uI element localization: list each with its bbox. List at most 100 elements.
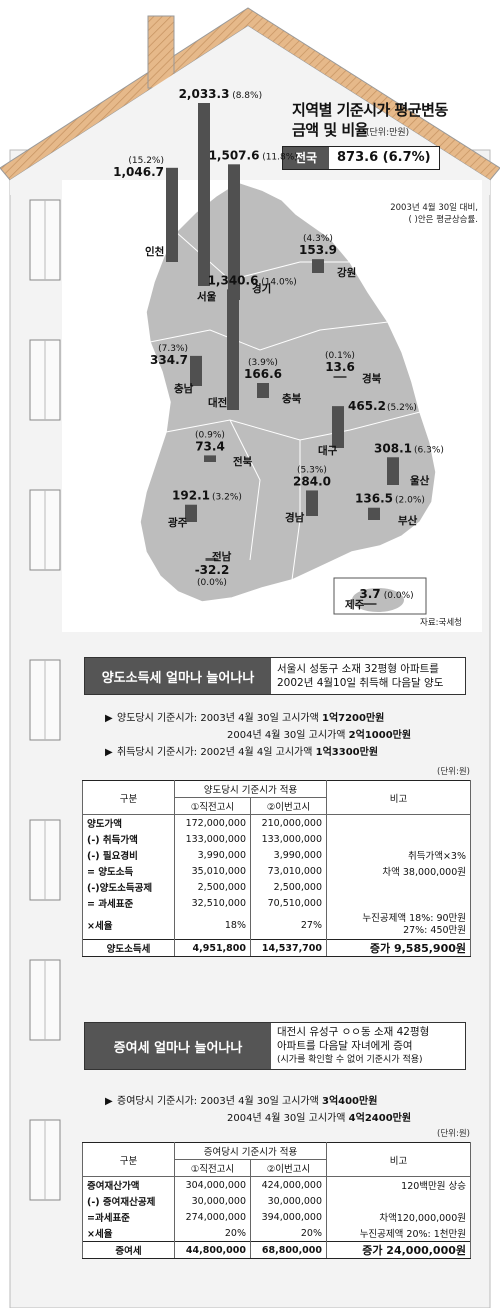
gift-info-amount: 3억400만원 (321, 1096, 378, 1107)
cgt-info-text: 2004년 4월 30일 고시가액 (227, 730, 349, 741)
value-label-gyeonggi: 1,507.6 (209, 148, 260, 162)
cgt-info-text: 2002년 4월 4일 고시가액 (200, 747, 316, 758)
value-new: 3,990,000 (249, 847, 328, 863)
value-label-gyeongbuk: 13.6 (325, 360, 355, 374)
region-name-jeonnam: 전남 (212, 550, 232, 563)
bullet-icon: ▶ (105, 713, 113, 724)
cgt-unit: (단위:원) (437, 767, 470, 777)
value-label-ulsan: 308.1 (374, 441, 412, 455)
value-new: 27% (249, 911, 328, 940)
pct-label-daegu: (5.2%) (387, 403, 417, 413)
value-label-chungnam: 334.7 (150, 353, 188, 367)
row-label: =과세표준 (82, 1209, 175, 1225)
value-new: 2,500,000 (249, 879, 328, 895)
chart-note: 2003년 4월 30일 대비, ( )안은 평균상승률. (390, 203, 478, 225)
table-row: ×세율 18% 27% 누진공제액 18%: 90만원 27%: 450만원 (82, 911, 472, 940)
row-label: = 양도소득 (82, 863, 175, 879)
value-prev: 30,000,000 (174, 1193, 251, 1209)
row-note: 누진공제액 18%: 90만원 27%: 450만원 (326, 911, 472, 940)
row-label: ×세율 (82, 1225, 175, 1242)
cgt-info-text: 2003년 4월 30일 고시가액 (200, 713, 322, 724)
gift-header: 증여세 얼마나 늘어나나 대전시 유성구 ㅇㅇ동 소재 42평형 아파트를 다음달… (84, 1022, 466, 1070)
region-name-daejeon: 대전 (208, 396, 227, 409)
cgt-info-label: 취득당시 기준시가: (117, 747, 201, 758)
table-row: 증여재산가액 304,000,000 424,000,000 120백만원 상승 (82, 1176, 472, 1193)
cgt-info-amount: 1억3300만원 (315, 747, 379, 758)
table-row: (-)양도소득공제 2,500,000 2,500,000 (82, 879, 472, 895)
gift-title: 증여세 얼마나 늘어나나 (85, 1023, 271, 1069)
gift-info-label: 증여당시 기준시가: (117, 1096, 201, 1107)
table-row: = 양도소득 35,010,000 73,010,000 차액 38,000,000원 (82, 863, 472, 879)
bar-chungnam (190, 355, 202, 386)
region-name-seoul: 서울 (197, 290, 217, 303)
pct-label-chungnam: (7.3%) (158, 344, 188, 354)
bar-seoul (198, 103, 210, 287)
region-name-daegu: 대구 (318, 444, 338, 457)
value-new: 424,000,000 (249, 1176, 328, 1193)
row-label: (-) 취득가액 (82, 831, 175, 847)
gift-info-text: 2004년 4월 30일 고시가액 (227, 1113, 349, 1124)
value-label-jeonbuk: 73.4 (195, 439, 225, 453)
row-label: 양도가액 (82, 814, 175, 831)
total-prev: 4,951,800 (174, 939, 251, 957)
col-header-prev: ①직전고시 (174, 797, 251, 815)
row-note (326, 879, 472, 895)
row-label: 증여재산가액 (82, 1176, 175, 1193)
value-label-jeonnam: -32.2 (195, 563, 230, 577)
bar-daejeon (227, 289, 239, 410)
value-prev: 32,510,000 (174, 895, 251, 911)
national-box: 전국 873.6 (6.7%) (282, 146, 440, 170)
row-label: ×세율 (82, 911, 175, 940)
cgt-info-line: ▶ 양도당시 기준시가: 2003년 4월 30일 고시가액 1억7200만원 (105, 710, 411, 727)
col-header-prev: ①직전고시 (174, 1159, 251, 1177)
pct-label-chungbuk: (3.9%) (248, 358, 278, 368)
col-header-note: 비고 (326, 1142, 472, 1177)
gift-info-line: 2004년 4월 30일 고시가액 4억2400만원 (105, 1110, 411, 1127)
cgt-table: 구분 양도당시 기준시가 적용 비고 ①직전고시 ②이번고시 양도가액 172,000,00… (82, 780, 472, 957)
cgt-info-line: ▶ 취득당시 기준시가: 2002년 4월 4일 고시가액 1억3300만원 (105, 744, 411, 761)
cgt-info-amount: 2억1000만원 (348, 730, 412, 741)
row-note: 차액 38,000,000원 (326, 863, 472, 879)
row-note: 취득가액×3% (326, 847, 472, 863)
value-prev: 2,500,000 (174, 879, 251, 895)
region-name-chungbuk: 충북 (282, 392, 302, 405)
col-header-new: ②이번고시 (249, 1159, 328, 1177)
value-new: 133,000,000 (249, 831, 328, 847)
row-label: = 과세표준 (82, 895, 175, 911)
jeju-island (352, 588, 404, 612)
gift-info-amount: 4억2400만원 (348, 1113, 412, 1124)
cgt-info-label: 양도당시 기준시가: (117, 713, 201, 724)
cgt-desc: 서울시 성동구 소재 32평형 아파트를 2002년 4월10일 취득해 다음달 … (271, 658, 465, 694)
value-label-daegu: 465.2 (348, 399, 386, 413)
row-label: (-) 필요경비 (82, 847, 175, 863)
bar-chungbuk (257, 383, 269, 398)
chart-unit: (단위:만원) (366, 128, 410, 138)
value-label-seoul: 2,033.3 (179, 87, 230, 101)
row-label: (-)양도소득공제 (82, 879, 175, 895)
chart-title: 지역별 기준시가 평균변동 금액 및 비율 (292, 101, 448, 139)
bar-jeonnam (205, 558, 219, 561)
total-new: 14,537,700 (249, 939, 328, 957)
row-note: 누진공제액 20%: 1천만원 (326, 1225, 472, 1242)
value-label-busan: 136.5 (355, 492, 393, 506)
bar-gyeonggi (228, 164, 240, 300)
value-prev: 3,990,000 (174, 847, 251, 863)
bar-gangwon (312, 259, 324, 273)
bar-layer: 2,033.3 (8.8%)서울1,507.6 (11.8%)경기1,046.7(1… (113, 87, 444, 611)
bar-daegu (332, 406, 344, 448)
bar-jeju (363, 603, 377, 605)
pct-label-seoul: (8.8%) (232, 91, 262, 101)
value-prev: 304,000,000 (174, 1176, 251, 1193)
row-note (326, 831, 472, 847)
bullet-icon: ▶ (105, 747, 113, 758)
pct-label-jeonnam: (0.0%) (197, 578, 227, 588)
gift-unit: (단위:원) (437, 1129, 470, 1139)
row-note (326, 814, 472, 831)
total-note: 증가 24,000,000원 (326, 1241, 472, 1259)
cgt-info-line: 2004년 4월 30일 고시가액 2억1000만원 (105, 727, 411, 744)
table-row: 양도가액 172,000,000 210,000,000 (82, 814, 472, 831)
table-total-row: 증여세 44,800,000 68,800,000 증가 24,000,000원 (82, 1241, 472, 1259)
value-label-daejeon: 1,340.6 (208, 273, 259, 287)
pct-label-gyeongbuk: (0.1%) (325, 351, 355, 361)
gift-subheader-row: ①직전고시 ②이번고시 (83, 1159, 471, 1177)
